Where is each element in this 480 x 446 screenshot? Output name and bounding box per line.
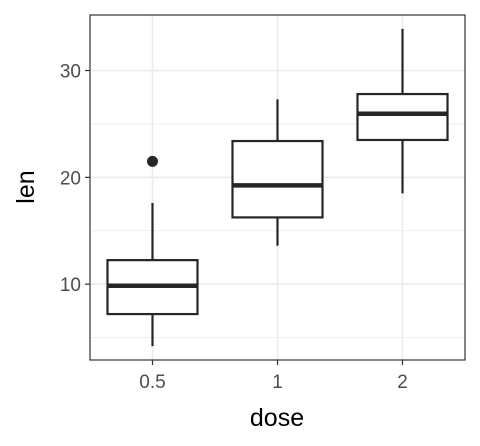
- box-layer: [106, 28, 449, 347]
- y-tick-label: 10: [60, 275, 81, 296]
- x-axis-title: dose: [250, 404, 304, 432]
- box-iqr: [231, 139, 324, 219]
- box-iqr: [356, 92, 449, 142]
- box-group-2: [356, 28, 449, 194]
- y-axis-title: len: [12, 170, 40, 203]
- y-tick-label: 20: [60, 168, 81, 189]
- tick-layer: 10 20 30 0.5 1 2: [60, 62, 408, 393]
- x-tick-label: 0.5: [139, 372, 165, 393]
- outlier-point: [147, 155, 158, 167]
- x-tick-label: 1: [272, 372, 283, 393]
- box-group-0.5: [106, 155, 199, 347]
- y-tick-label: 30: [60, 62, 81, 83]
- box-group-1: [231, 99, 324, 246]
- x-tick-label: 2: [397, 372, 408, 393]
